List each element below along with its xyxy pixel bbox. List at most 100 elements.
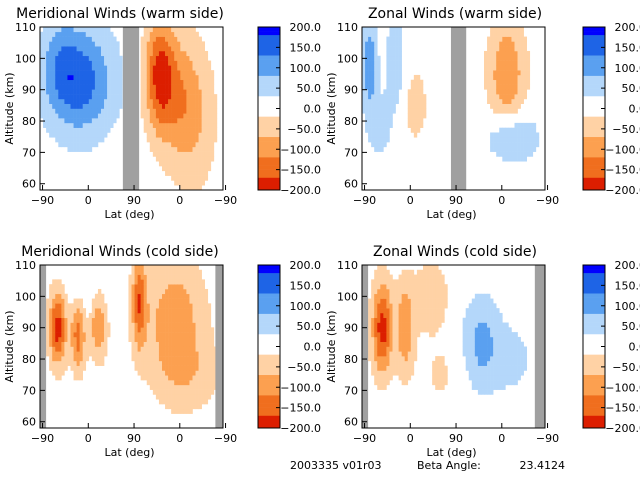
field-cell bbox=[171, 293, 175, 299]
field-cell bbox=[152, 70, 157, 76]
field-cell bbox=[398, 351, 402, 357]
field-cell bbox=[52, 79, 56, 85]
field-cell bbox=[207, 308, 212, 314]
field-cell bbox=[91, 312, 96, 319]
field-cell bbox=[149, 322, 154, 328]
field-cell bbox=[52, 127, 56, 133]
field-cell bbox=[82, 36, 87, 42]
field-cell bbox=[377, 327, 381, 333]
field-cell bbox=[490, 356, 494, 362]
field-cell bbox=[177, 356, 181, 362]
field-cell bbox=[377, 122, 381, 128]
field-cell bbox=[474, 346, 479, 352]
field-cell bbox=[438, 279, 442, 285]
field-cell bbox=[107, 89, 111, 95]
colorbar-swatch bbox=[583, 362, 605, 368]
field-cell bbox=[162, 370, 166, 376]
field-cell bbox=[168, 84, 172, 90]
field-cell bbox=[404, 332, 409, 338]
field-cell bbox=[502, 336, 506, 342]
field-cell bbox=[70, 142, 74, 148]
field-cell bbox=[152, 151, 157, 157]
field-cell bbox=[520, 74, 524, 81]
field-cell bbox=[104, 122, 108, 128]
field-cell bbox=[189, 185, 193, 191]
field-cell bbox=[82, 74, 87, 81]
field-cell bbox=[490, 317, 494, 323]
field-cell bbox=[171, 288, 175, 295]
field-cell bbox=[490, 336, 494, 342]
field-cell bbox=[496, 370, 500, 376]
colorbar-tick-label: −100.0 bbox=[280, 381, 321, 394]
field-cell bbox=[398, 322, 402, 328]
field-cell bbox=[140, 346, 144, 352]
x-tick-label: 0 bbox=[407, 194, 414, 207]
colorbar: 200.0150.0100.050.00.0−50.0−100.0−150.0−… bbox=[257, 21, 321, 197]
field-cell bbox=[374, 142, 378, 148]
field-cell bbox=[49, 94, 53, 100]
field-cell bbox=[496, 346, 500, 352]
field-cell bbox=[207, 389, 212, 395]
field-cell bbox=[55, 127, 59, 133]
field-cell bbox=[407, 365, 412, 371]
field-cell bbox=[64, 132, 68, 138]
field-cell bbox=[40, 36, 44, 42]
field-cell bbox=[119, 55, 123, 61]
field-cell bbox=[134, 308, 138, 314]
field-cell bbox=[94, 332, 99, 338]
field-cell bbox=[85, 84, 90, 90]
field-cell bbox=[401, 370, 405, 376]
field-cell bbox=[49, 50, 53, 57]
field-cell bbox=[526, 122, 531, 128]
field-cell bbox=[155, 389, 160, 395]
field-cell bbox=[380, 279, 384, 285]
field-cell bbox=[140, 370, 144, 376]
field-cell bbox=[374, 113, 378, 119]
field-cell bbox=[386, 351, 390, 357]
field-cell bbox=[180, 356, 184, 362]
colorbar-swatch bbox=[258, 63, 280, 69]
field-cell bbox=[101, 55, 105, 61]
field-cell bbox=[85, 332, 90, 338]
field-cell bbox=[410, 356, 415, 362]
field-cell bbox=[149, 65, 154, 71]
field-cell bbox=[171, 137, 175, 143]
field-cell bbox=[207, 322, 212, 328]
field-cell bbox=[493, 327, 497, 333]
field-cell bbox=[94, 27, 99, 33]
field-cell bbox=[171, 279, 175, 285]
colorbar-swatch bbox=[583, 387, 605, 392]
field-cell bbox=[91, 317, 96, 323]
colorbar-swatch bbox=[583, 293, 605, 298]
field-cell bbox=[143, 365, 148, 371]
field-cell bbox=[183, 312, 187, 319]
field-cell bbox=[508, 356, 512, 362]
field-cell bbox=[155, 132, 160, 138]
field-cell bbox=[158, 389, 163, 395]
field-cell bbox=[174, 146, 178, 152]
field-cell bbox=[493, 146, 497, 152]
field-cell bbox=[104, 98, 108, 104]
field-cell bbox=[392, 31, 396, 37]
y-tick-label: 60 bbox=[22, 178, 36, 191]
field-cell bbox=[49, 55, 53, 61]
field-cell bbox=[158, 65, 163, 71]
field-cell bbox=[438, 308, 442, 314]
field-cell bbox=[523, 356, 527, 362]
field-cell bbox=[192, 55, 196, 61]
field-cell bbox=[487, 370, 491, 376]
field-cell bbox=[76, 303, 80, 309]
field-cell bbox=[487, 384, 491, 390]
field-cell bbox=[152, 308, 157, 314]
field-cell bbox=[97, 46, 102, 52]
field-cell bbox=[195, 156, 199, 162]
field-cell bbox=[502, 142, 506, 148]
field-cell bbox=[192, 113, 196, 119]
field-cell bbox=[398, 365, 402, 371]
field-cell bbox=[419, 298, 424, 304]
field-cell bbox=[73, 36, 77, 42]
field-cell bbox=[490, 55, 494, 61]
field-cell bbox=[413, 122, 418, 128]
field-cell bbox=[502, 384, 506, 390]
field-cell bbox=[377, 370, 381, 376]
